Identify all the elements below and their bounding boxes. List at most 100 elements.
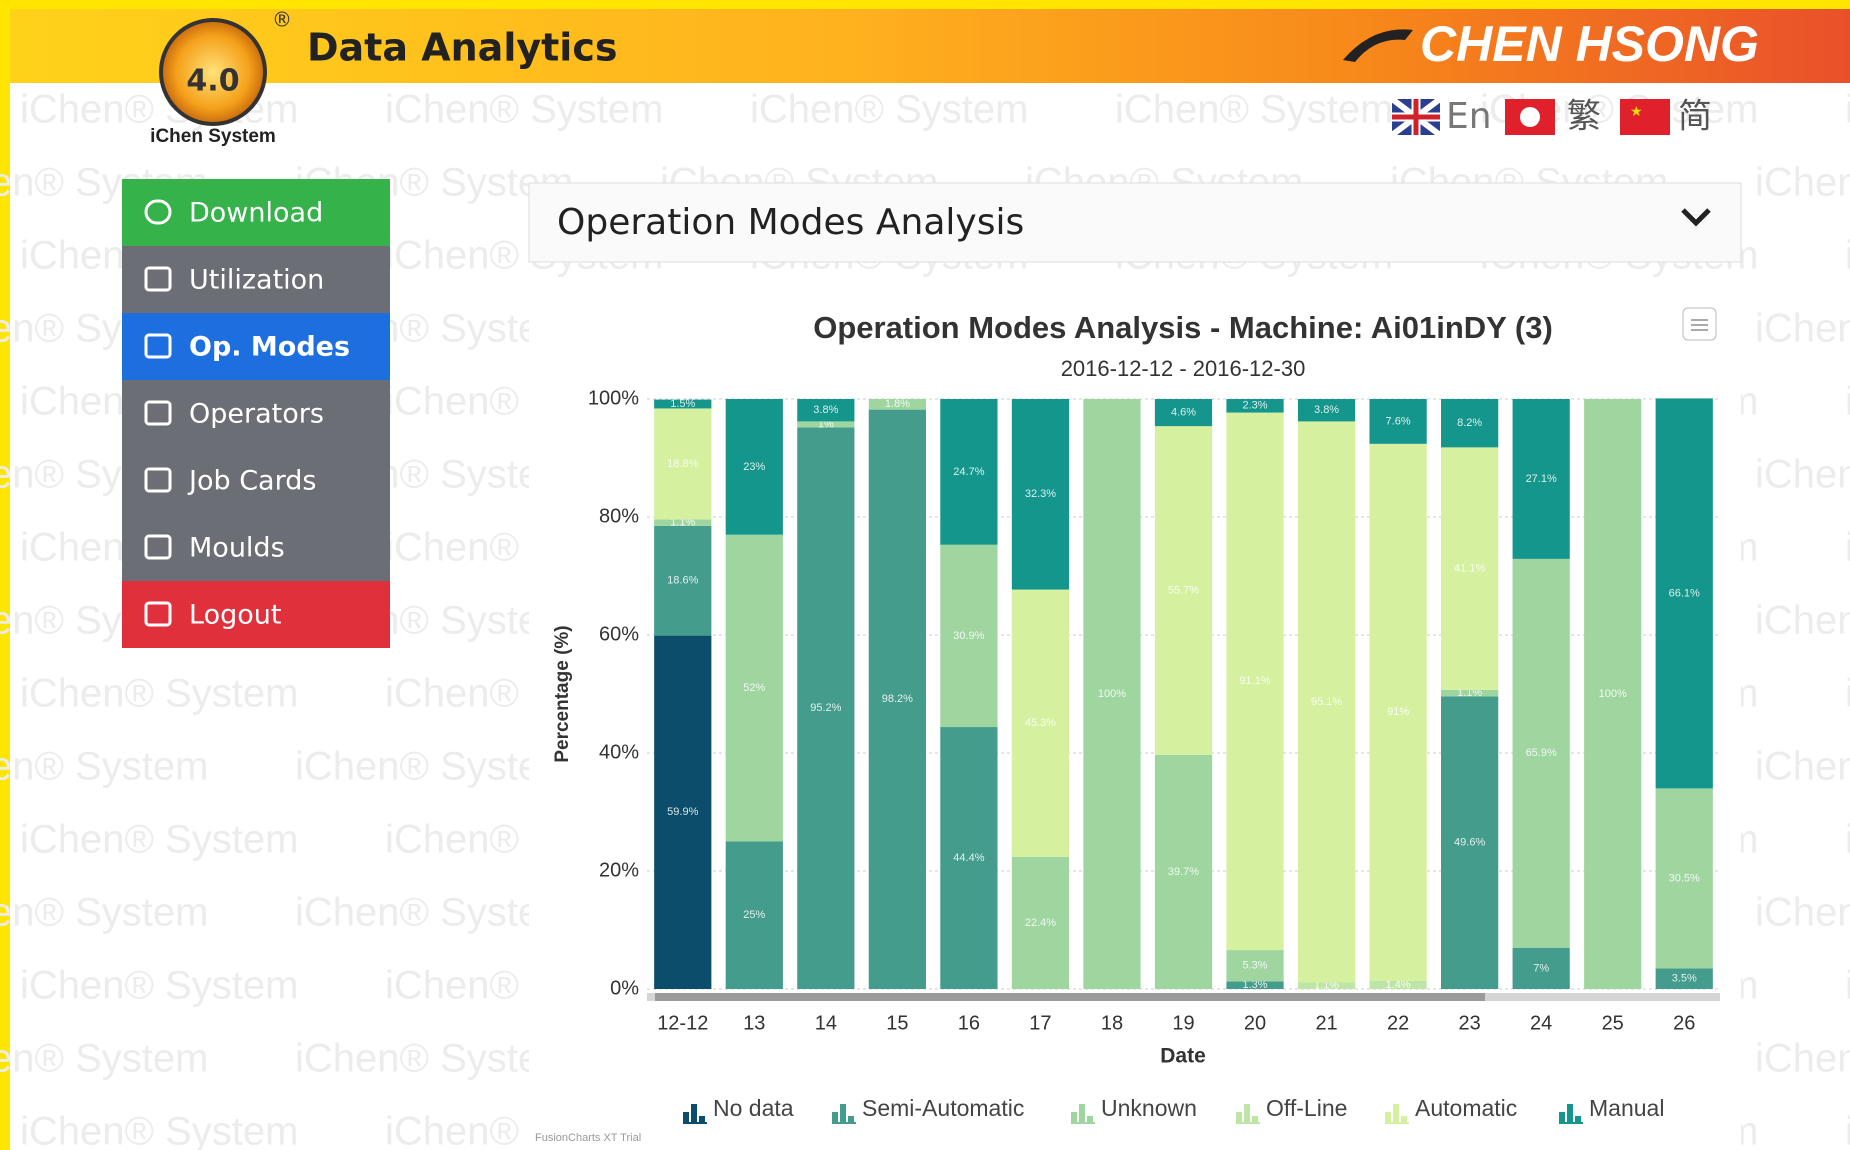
bar-segment xyxy=(1011,856,1070,989)
dropdown-text: Operation Modes Analysis xyxy=(557,202,1024,243)
legend-swatch xyxy=(1401,1116,1407,1122)
bar-value-label: 1.8% xyxy=(885,398,910,410)
bar-value-label: 7.6% xyxy=(1386,415,1411,427)
bar-segment xyxy=(1083,399,1141,989)
bar-value-label: 5.3% xyxy=(1242,960,1267,972)
company-name: CHEN HSONG xyxy=(1420,16,1759,72)
logo-registered: ® xyxy=(272,8,292,32)
bar-segment xyxy=(940,399,998,545)
language-en[interactable]: En xyxy=(1446,96,1492,137)
bar-value-label: 3.5% xyxy=(1672,973,1697,985)
bar-segment xyxy=(1226,412,1284,951)
bar-value-label: 52% xyxy=(743,682,765,694)
legend-swatch xyxy=(848,1116,854,1122)
nav-label: Download xyxy=(189,198,323,229)
legend-swatch xyxy=(699,1116,705,1122)
x-tick-label: 16 xyxy=(958,1012,980,1034)
watermark-text: iChen® System xyxy=(1845,526,1850,570)
bar-value-label: 2.3% xyxy=(1242,400,1267,412)
bar-value-label: 1.1% xyxy=(1457,687,1482,699)
nav-item[interactable] xyxy=(122,313,390,380)
nav-icon xyxy=(144,199,172,225)
watermark-text: iChen® System xyxy=(1845,234,1850,278)
nav-item[interactable] xyxy=(122,447,390,514)
bar-value-label: 1.1% xyxy=(670,517,695,529)
nav-item[interactable] xyxy=(122,514,390,581)
watermark-text: iChen® System xyxy=(295,891,573,935)
y-tick-label: 100% xyxy=(588,387,639,409)
bar-segment xyxy=(940,727,998,989)
bar-segment xyxy=(797,399,855,422)
legend-swatch xyxy=(1244,1104,1250,1122)
nav-item[interactable] xyxy=(122,380,390,447)
bar-value-label: 65.9% xyxy=(1526,747,1557,759)
legend-base xyxy=(683,1122,707,1124)
nav-item[interactable] xyxy=(122,179,390,246)
legend-swatch xyxy=(1071,1112,1077,1122)
bar-segment xyxy=(725,399,783,535)
scrollbar-thumb xyxy=(655,993,1485,1001)
legend-label[interactable]: Off-Line xyxy=(1266,1095,1347,1121)
language-simplified[interactable]: 简 xyxy=(1678,97,1712,137)
bar-segment xyxy=(654,399,712,409)
bar-segment xyxy=(797,427,855,989)
bar-value-label: 23% xyxy=(743,461,765,473)
bar-value-label: 3.8% xyxy=(813,404,838,416)
bar-value-label: 7% xyxy=(1533,962,1549,974)
legend-label[interactable]: Automatic xyxy=(1415,1095,1517,1121)
y-tick-label: 40% xyxy=(599,741,639,763)
legend-label[interactable]: Unknown xyxy=(1101,1095,1197,1121)
bar-value-label: 66.1% xyxy=(1669,587,1700,599)
bar-value-label: 27.1% xyxy=(1526,473,1557,485)
x-tick-label: 17 xyxy=(1029,1012,1051,1034)
bar-segment xyxy=(1655,398,1713,789)
watermark-text: iChen® System xyxy=(1845,1110,1850,1150)
bar-segment xyxy=(1226,981,1284,989)
nav-icon xyxy=(144,601,172,627)
watermark-text: iChen® System xyxy=(1845,88,1850,132)
bar-value-label: 18.8% xyxy=(667,458,698,470)
bar-value-label: 18.6% xyxy=(667,575,698,587)
bar-segment xyxy=(1154,426,1213,755)
bar-segment xyxy=(1441,447,1499,690)
bar-segment xyxy=(1512,558,1570,948)
header-banner xyxy=(10,9,1850,83)
flag-cn[interactable] xyxy=(1620,99,1670,135)
nav-item[interactable] xyxy=(122,581,390,648)
nav-item[interactable] xyxy=(122,246,390,313)
legend-base xyxy=(1071,1122,1095,1124)
nav-label: Logout xyxy=(189,600,281,631)
nav-label: Operators xyxy=(189,399,324,430)
y-tick-label: 0% xyxy=(610,977,639,999)
legend-swatch xyxy=(1567,1104,1573,1122)
legend-label[interactable]: Manual xyxy=(1589,1095,1664,1121)
bar-segment xyxy=(1154,399,1213,427)
chart: Operation Modes Analysis - Machine: Ai01… xyxy=(552,310,1720,1124)
bar-segment xyxy=(1369,980,1427,989)
bar-segment xyxy=(797,421,855,428)
legend-base xyxy=(832,1122,856,1124)
legend-label[interactable]: Semi-Automatic xyxy=(862,1095,1024,1121)
bar-segment xyxy=(1441,696,1499,989)
bar-value-label: 98.2% xyxy=(882,693,913,705)
legend-label[interactable]: No data xyxy=(713,1095,794,1121)
watermark-text: iChen® System xyxy=(20,964,298,1008)
legend-swatch xyxy=(840,1104,846,1122)
bar-segment xyxy=(868,399,926,410)
bar-value-label: 39.7% xyxy=(1168,866,1199,878)
bar-value-label: 91.1% xyxy=(1239,675,1270,687)
bar-segment xyxy=(1369,399,1427,444)
legend-base xyxy=(1236,1122,1260,1124)
bar-value-label: 22.4% xyxy=(1025,917,1056,929)
x-tick-label: 25 xyxy=(1602,1012,1624,1034)
language-traditional[interactable]: 繁 xyxy=(1567,97,1601,137)
language-switcher: En 繁 ★ 简 xyxy=(1390,96,1712,138)
watermark-text: iChen® System xyxy=(385,88,663,132)
bar-value-label: 59.9% xyxy=(667,806,698,818)
bar-value-label: 95.2% xyxy=(810,702,841,714)
dropdown[interactable] xyxy=(528,182,1742,263)
legend-swatch xyxy=(1575,1116,1581,1122)
sidebar: Download Utilization Op. Modes Operators Job… xyxy=(122,179,390,648)
bar-segment xyxy=(654,525,712,636)
